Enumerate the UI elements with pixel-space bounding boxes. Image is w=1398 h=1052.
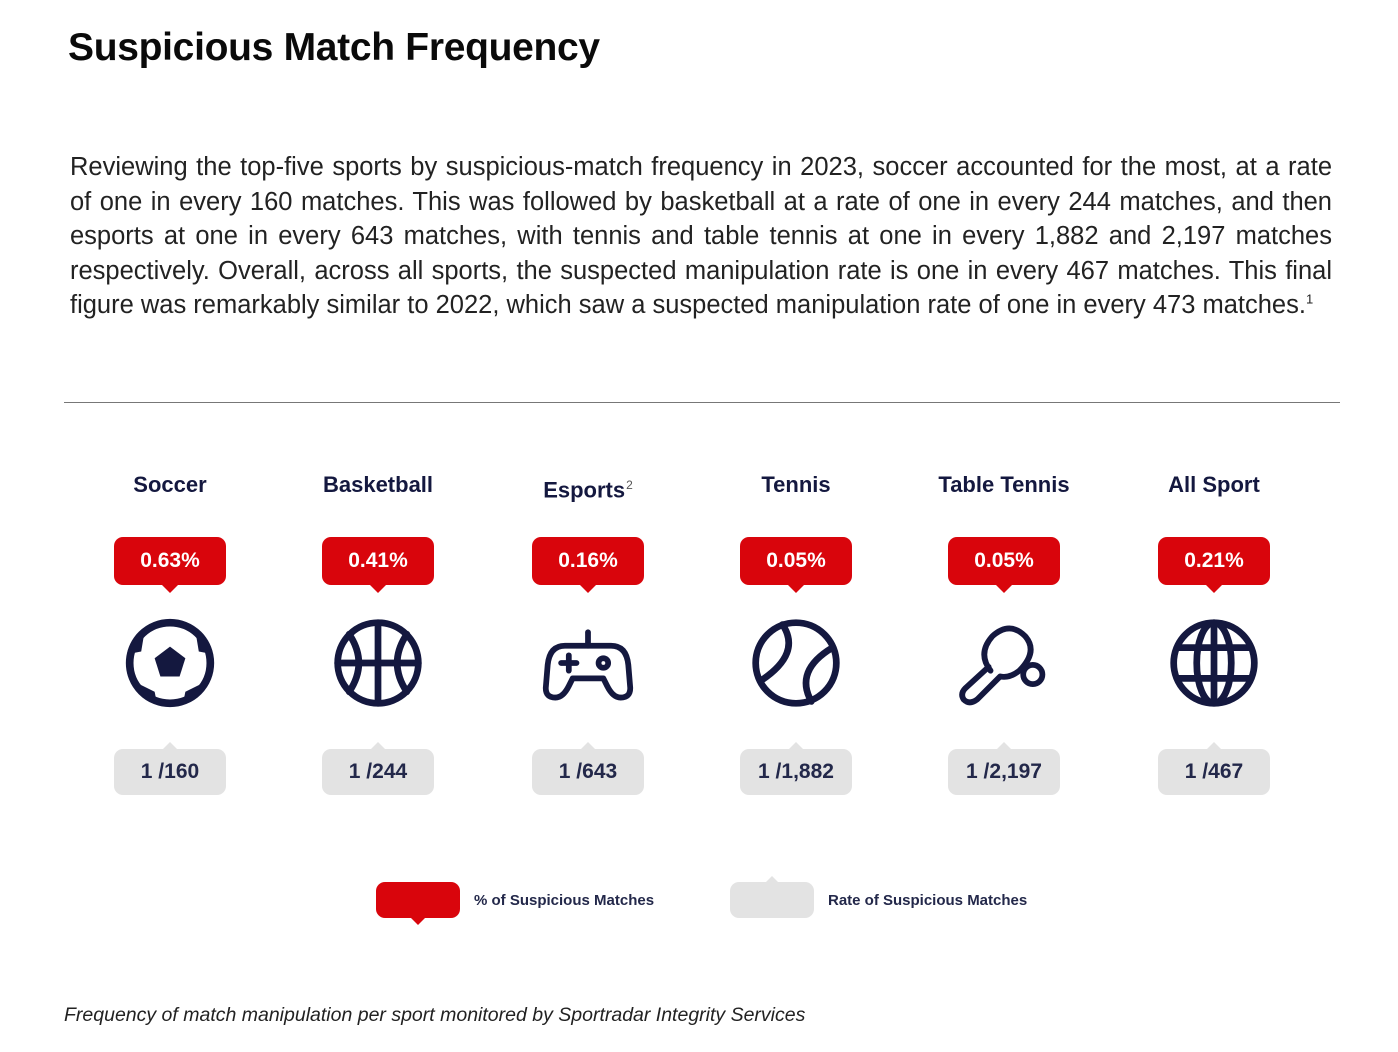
tennis-ball-icon [752,619,840,707]
sport-column-esports: Esports2 0.16% 1 /643 [503,465,673,795]
sport-name: Table Tennis [938,472,1070,497]
sport-name: Soccer [133,472,207,497]
intro-paragraph: Reviewing the top-five sports by suspici… [70,150,1332,323]
percent-suspicious-badge: 0.05% [740,537,852,593]
rate-suspicious-badge: 1 /244 [322,742,434,795]
table-tennis-paddle-icon [959,625,1046,706]
legend-label-percent: % of Suspicious Matches [474,891,655,909]
gamepad-icon [542,629,634,701]
sport-name: Basketball [322,472,434,497]
sport-label: Tennis [711,465,881,505]
sport-column-soccer: Soccer 0.63% 1 /160 [85,465,255,795]
sport-label: Esports2 [503,465,673,505]
rate-suspicious-badge: 1 /643 [532,742,644,795]
percent-suspicious-badge: 0.21% [1158,537,1270,593]
sport-label: Soccer [85,465,255,505]
footnote-marker: 1 [1305,291,1314,307]
sport-footnote-marker: 2 [626,478,633,492]
percent-suspicious-badge: 0.41% [322,537,434,593]
sport-name: Tennis [761,472,831,497]
sport-name: Esports [543,477,626,503]
sport-label: Table Tennis [919,465,1089,505]
percent-suspicious-badge: 0.63% [114,537,226,593]
legend-label-rate: Rate of Suspicious Matches [828,891,1028,909]
legend-swatch-rate [730,876,814,918]
sport-column-all-sport: All Sport 0.21% 1 /467 [1129,465,1299,795]
sport-column-basketball: Basketball 0.41% 1 /244 [293,465,463,795]
rate-suspicious-badge: 1 /2,197 [948,742,1060,795]
sport-column-table-tennis: Table Tennis 0.05% 1 /2,197 [919,465,1089,795]
rate-suspicious-badge: 1 /467 [1158,742,1270,795]
rate-suspicious-badge: 1 /160 [114,742,226,795]
legend-item-rate: Rate of Suspicious Matches [730,876,1028,920]
page-title: Suspicious Match Frequency [68,26,600,69]
legend-item-percent: % of Suspicious Matches [376,880,655,925]
sport-name: All Sport [1168,472,1260,497]
legend-swatch-percent [376,882,460,925]
sport-label: Basketball [293,465,463,505]
percent-suspicious-badge: 0.16% [532,537,644,593]
percent-suspicious-badge: 0.05% [948,537,1060,593]
intro-text: Reviewing the top-five sports by suspici… [70,153,1332,320]
section-divider [64,402,1340,403]
soccer-ball-icon [125,618,215,708]
basketball-icon [334,619,422,707]
sport-label: All Sport [1129,465,1299,505]
globe-icon [1170,619,1258,707]
sport-column-tennis: Tennis 0.05% 1 /1,882 [711,465,881,795]
figure-caption: Frequency of match manipulation per spor… [64,1004,806,1026]
rate-suspicious-badge: 1 /1,882 [740,742,852,795]
